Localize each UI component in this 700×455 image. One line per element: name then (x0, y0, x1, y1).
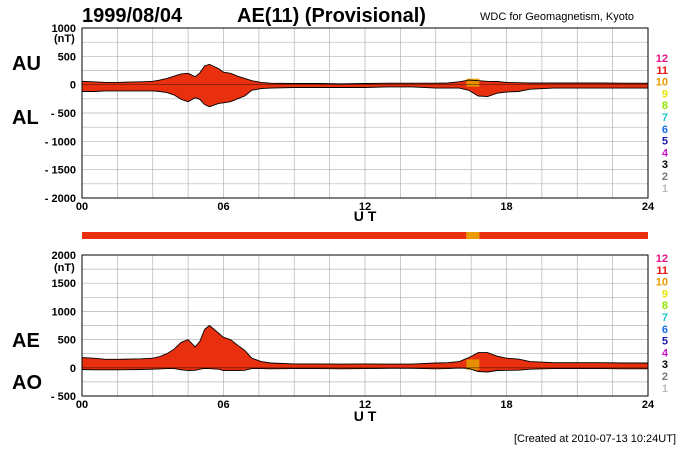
x-tick-label: 12 (359, 201, 371, 213)
filled-range-area (82, 64, 648, 107)
legend-station-count: 4 (662, 147, 669, 159)
series-line-al (82, 86, 648, 108)
plot-frame (81, 27, 649, 199)
index-title: AE(11) (Provisional) (237, 5, 426, 27)
station-count-bar (82, 232, 648, 239)
legend-station-count: 3 (662, 359, 668, 371)
legend-station-count: 10 (656, 77, 668, 89)
created-timestamp: [Created at 2010-07-13 10:24UT] (514, 433, 676, 445)
x-tick-label: 24 (642, 399, 655, 411)
y-tick-label: 0 (70, 363, 76, 375)
y-tick-label: 1000 (52, 306, 76, 318)
filled-range-area (82, 325, 648, 372)
grid-lines (81, 27, 649, 199)
legend-station-count: 12 (656, 53, 668, 65)
x-tick-label: 18 (500, 201, 512, 213)
legend-station-count: 5 (662, 136, 668, 148)
au-label: AU (12, 53, 41, 75)
legend-station-count: 7 (662, 112, 668, 124)
legend-station-count: 11 (656, 65, 668, 77)
x-tick-labels: 00 06 12 18 24 (76, 399, 655, 411)
plot-frame (81, 254, 649, 397)
legend-station-count: 6 (662, 124, 668, 136)
x-tick-label: 24 (642, 201, 655, 213)
series-line-ao (81, 367, 648, 373)
index-area (81, 324, 648, 373)
y-tick-label: 1500 (52, 278, 76, 290)
reduced-station-segment (466, 78, 480, 87)
legend-station-count: 11 (656, 265, 668, 277)
station-bar-segment (82, 232, 467, 239)
station-bar-segment (479, 232, 648, 239)
x-tick-label: 06 (217, 201, 229, 213)
legend-station-count: 3 (662, 159, 668, 171)
y-tick-label: 500 (58, 51, 76, 63)
legend-station-count: 9 (662, 288, 668, 300)
legend-station-count: 9 (662, 88, 668, 100)
y-tick-label: 1000 (52, 23, 76, 35)
y-tick-labels: 2000 1500 1000 500 0 - 500 (51, 250, 76, 403)
legend-station-count: 1 (662, 183, 668, 195)
x-axis-label: U T (354, 408, 377, 424)
x-tick-labels: 00 06 12 18 24 (76, 201, 655, 213)
source-label: WDC for Geomagnetism, Kyoto (480, 11, 634, 23)
x-tick-label: 00 (76, 399, 88, 411)
ae-label: AE (12, 330, 40, 352)
y-tick-label: - 500 (51, 391, 76, 403)
x-tick-label: 18 (500, 399, 512, 411)
grid-lines (81, 254, 649, 397)
legend-station-count: 5 (662, 336, 668, 348)
y-tick-label: - 1500 (45, 165, 76, 177)
unit-label-top: (nT) (54, 33, 75, 45)
y-tick-label: - 2000 (45, 193, 76, 205)
index-area (81, 63, 648, 108)
legend-station-count: 10 (656, 277, 668, 289)
unit-label-bottom: (nT) (54, 262, 75, 274)
ao-label: AO (12, 372, 42, 394)
series-line-au (81, 63, 648, 85)
reduced-station-segment (466, 359, 480, 370)
legend-station-count: 8 (662, 100, 668, 112)
x-tick-label: 00 (76, 201, 88, 213)
y-tick-label: - 500 (51, 108, 76, 120)
legend-station-count: 12 (656, 253, 668, 265)
y-tick-label: 2000 (52, 250, 76, 262)
date-title: 1999/08/04 (82, 5, 183, 27)
legend-station-count: 2 (662, 371, 668, 383)
x-axis-label: U T (354, 208, 377, 224)
x-tick-label: 06 (217, 399, 229, 411)
y-tick-labels: 1000 500 0 - 500 - 1000 - 1500 - 2000 (45, 23, 76, 205)
legend-station-count: 1 (662, 383, 668, 395)
y-tick-label: - 1000 (45, 136, 76, 148)
legend-station-count: 2 (662, 171, 668, 183)
y-tick-label: 500 (58, 335, 76, 347)
series-line-ae (81, 324, 648, 365)
station-bar-segment (466, 232, 480, 239)
legend-station-count: 8 (662, 300, 668, 312)
legend-station-count: 6 (662, 324, 668, 336)
y-tick-label: 0 (70, 80, 76, 92)
legend-station-count: 7 (662, 312, 668, 324)
legend-station-count: 4 (662, 347, 669, 359)
al-label: AL (12, 107, 39, 129)
x-tick-label: 12 (359, 399, 371, 411)
